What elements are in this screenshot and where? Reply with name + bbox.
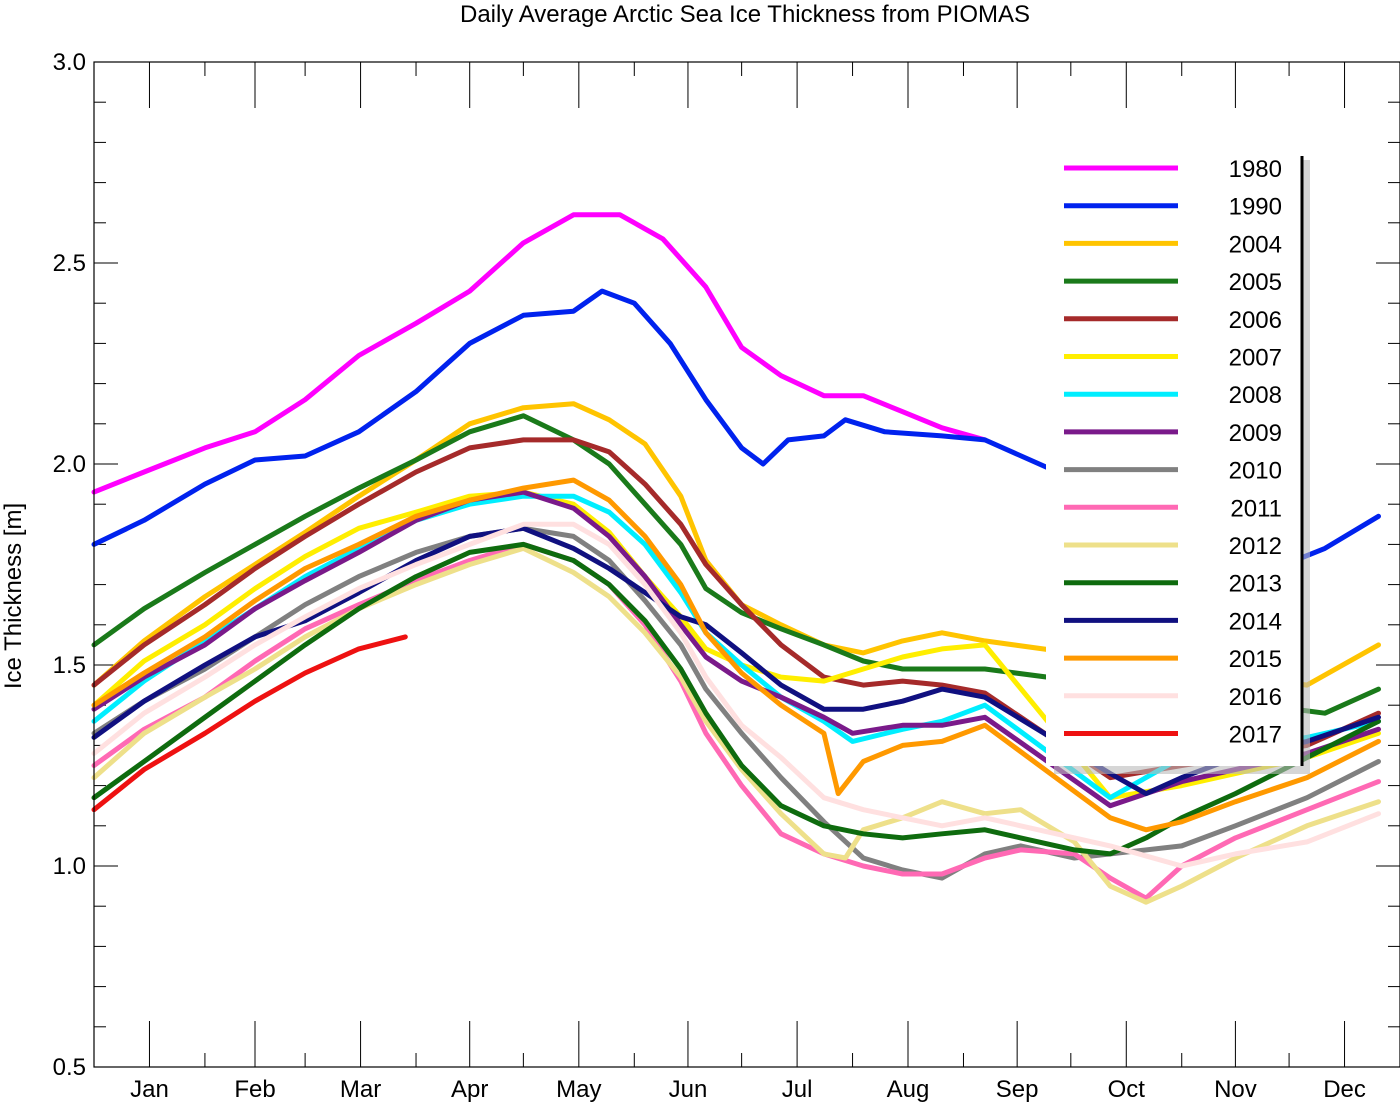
legend-label: 1980 bbox=[1229, 156, 1282, 183]
legend-label: 2007 bbox=[1229, 345, 1282, 372]
x-tick-label: Jun bbox=[669, 1076, 708, 1103]
series-line-2009 bbox=[91, 489, 1381, 809]
x-tick-label: Mar bbox=[340, 1076, 381, 1103]
series-line-1980 bbox=[91, 212, 988, 495]
legend-label: 2004 bbox=[1229, 231, 1282, 258]
y-tick-label: 2.0 bbox=[53, 451, 86, 478]
series-line-1990 bbox=[91, 288, 1381, 571]
y-tick-label: 0.5 bbox=[53, 1054, 86, 1081]
x-tick-label: Sep bbox=[996, 1076, 1039, 1103]
legend-label: 2008 bbox=[1229, 382, 1282, 409]
y-tick-label: 3.0 bbox=[53, 49, 86, 76]
legend-label: 2010 bbox=[1229, 458, 1282, 485]
legend: 1980 1990 2004 2005 2006 2007 2008 2009 2010 2011… bbox=[1046, 152, 1310, 774]
legend-label: 2017 bbox=[1229, 722, 1282, 749]
series-line-2016 bbox=[91, 521, 1381, 869]
x-tick-label: Dec bbox=[1323, 1076, 1366, 1103]
legend-label: 2013 bbox=[1229, 571, 1282, 598]
series-line-2008 bbox=[91, 493, 1381, 801]
axis-ticks: 0.5 1.0 1.5 2.0 2.5 3.0 Jan Feb Mar Apr May Jun Jul A… bbox=[53, 49, 1400, 1103]
legend-label: 2009 bbox=[1229, 420, 1282, 447]
series-line-2015 bbox=[91, 477, 1381, 833]
legend-label: 2012 bbox=[1229, 533, 1282, 560]
series-line-2005 bbox=[91, 413, 1381, 716]
series-line-2010 bbox=[91, 525, 1381, 881]
series-line-2004 bbox=[91, 401, 1381, 688]
legend-box bbox=[1046, 152, 1302, 766]
x-tick-label: Jul bbox=[782, 1076, 813, 1103]
x-tick-label: Aug bbox=[887, 1076, 930, 1103]
series-line-2006 bbox=[91, 437, 1381, 781]
legend-label: 2011 bbox=[1230, 495, 1282, 522]
legend-label: 2005 bbox=[1229, 269, 1282, 296]
x-tick-label: Feb bbox=[234, 1076, 275, 1103]
x-tick-label: Oct bbox=[1108, 1076, 1146, 1103]
x-tick-label: Nov bbox=[1214, 1076, 1257, 1103]
series-line-2011 bbox=[91, 541, 1381, 901]
legend-label: 2016 bbox=[1229, 684, 1282, 711]
series-line-2017 bbox=[91, 634, 408, 813]
x-tick-label: Apr bbox=[451, 1076, 488, 1103]
chart-title: Daily Average Arctic Sea Ice Thickness f… bbox=[460, 1, 1030, 28]
x-tick-label: Jan bbox=[130, 1076, 169, 1103]
series-line-2014 bbox=[91, 525, 1381, 797]
x-tick-label: May bbox=[556, 1076, 601, 1103]
y-tick-label: 1.5 bbox=[53, 652, 86, 679]
series-lines bbox=[91, 212, 1381, 905]
y-tick-label: 1.0 bbox=[53, 853, 86, 880]
y-tick-label: 2.5 bbox=[53, 250, 86, 277]
plot-frame bbox=[93, 61, 1400, 1068]
legend-label: 2015 bbox=[1229, 646, 1282, 673]
legend-label: 2006 bbox=[1229, 307, 1282, 334]
legend-label: 2014 bbox=[1229, 608, 1282, 635]
y-axis-label: Ice Thickness [m] bbox=[0, 503, 27, 689]
legend-label: 1990 bbox=[1229, 194, 1282, 221]
